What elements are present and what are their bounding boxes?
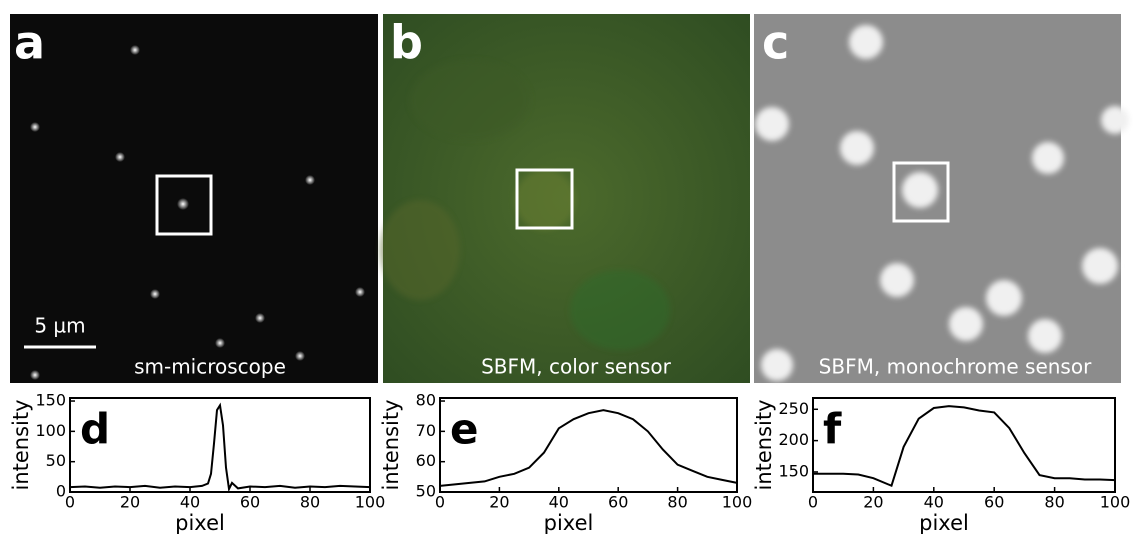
x-tick-label: 100 [355,493,386,512]
x-tick-label: 40 [924,493,944,512]
panel-label: a [14,16,45,70]
y-tick-label: 100 [35,421,66,440]
x-tick-label: 60 [984,493,1004,512]
data-line [439,409,738,487]
y-axis-label: intensity [752,399,776,490]
spots [30,45,365,380]
y-tick-label: 50 [416,482,436,501]
x-axis-label: pixel [175,511,225,534]
roi-box [515,168,574,230]
panel-a: 5 µm a sm-microscope [10,14,378,383]
chart-label: f [823,405,842,454]
panel-label: b [390,16,423,70]
plot-frame [439,397,738,493]
x-tick-label: 100 [1100,493,1131,512]
x-tick-label: 20 [489,493,509,512]
plot-frame [812,397,1116,493]
x-tick-label: 0 [808,493,818,512]
y-tick-label: 250 [778,399,809,418]
caption: sm-microscope [134,355,286,379]
x-tick-label: 40 [180,493,200,512]
roi-box [892,161,950,223]
panel-label: c [762,16,789,70]
image-a [10,14,378,383]
y-tick-label: 150 [778,461,809,480]
x-tick-label: 60 [608,493,628,512]
y-tick-label: 80 [416,391,436,410]
x-tick-label: 80 [300,493,320,512]
x-tick-label: 80 [667,493,687,512]
y-axis-label: intensity [9,399,33,490]
data-line [813,405,1116,488]
y-tick-label: 50 [46,451,66,470]
chart-label: e [450,405,479,454]
scale-label: 5 µm [34,314,85,338]
x-tick-label: 0 [65,493,75,512]
x-tick-label: 0 [435,493,445,512]
chart-label: d [80,405,110,454]
x-tick-label: 20 [120,493,140,512]
plot-frame [69,397,371,493]
y-axis-label: intensity [379,399,403,490]
panel-c: c SBFM, monochrome sensor [754,14,1129,383]
roi-box [155,174,213,236]
panel-b: b SBFM, color sensor [380,14,750,383]
caption: SBFM, monochrome sensor [819,355,1092,379]
data-line [69,402,371,493]
image-c [754,14,1121,383]
x-tick-label: 80 [1044,493,1064,512]
blobs [755,25,1129,381]
x-axis-label: pixel [919,511,969,534]
caption: SBFM, color sensor [481,355,672,379]
x-tick-label: 40 [549,493,569,512]
y-tick-label: 200 [778,430,809,449]
y-tick-label: 60 [416,451,436,470]
x-tick-label: 60 [240,493,260,512]
x-tick-label: 20 [863,493,883,512]
y-tick-label: 70 [416,421,436,440]
y-tick-label: 0 [56,482,66,501]
x-tick-label: 100 [722,493,753,512]
y-tick-label: 150 [35,391,66,410]
x-axis-label: pixel [544,511,594,534]
